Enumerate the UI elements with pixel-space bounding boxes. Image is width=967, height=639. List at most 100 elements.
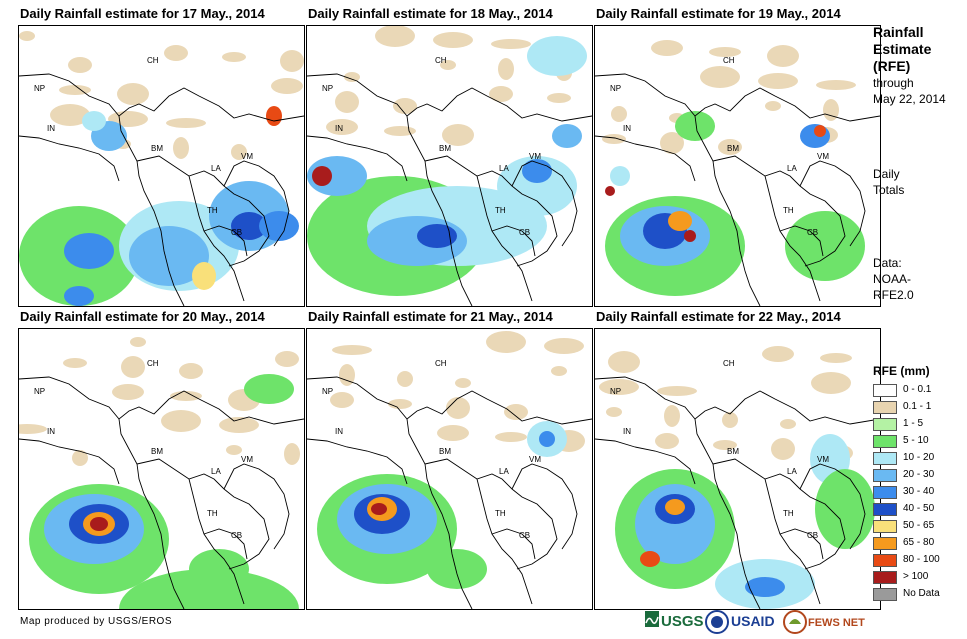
- country-label-np: NP: [34, 84, 46, 93]
- legend-swatch: [873, 503, 897, 516]
- legend-swatch: [873, 554, 897, 567]
- country-label-np: NP: [610, 84, 622, 93]
- panel-title: Daily Rainfall estimate for 20 May., 201…: [20, 309, 265, 324]
- svg-text:USAID: USAID: [731, 613, 775, 629]
- side-header: Rainfall Estimate (RFE) through May 22, …: [873, 24, 946, 107]
- legend-label: 30 - 40: [903, 486, 935, 497]
- legend-swatch: [873, 469, 897, 482]
- legend-label: 0.1 - 1: [903, 401, 932, 412]
- country-label-vm: VM: [529, 152, 541, 161]
- country-label-cb: CB: [807, 228, 819, 237]
- panel-title: Daily Rainfall estimate for 22 May., 201…: [596, 309, 841, 324]
- panel-title: Daily Rainfall estimate for 19 May., 201…: [596, 6, 841, 21]
- map-panel: Daily Rainfall estimate for 21 May., 201…: [306, 309, 593, 613]
- usgs-logo: USGS: [645, 611, 704, 630]
- country-label-np: NP: [322, 387, 334, 396]
- legend-label: 1 - 5: [903, 418, 924, 429]
- data-line1: Data:: [873, 256, 902, 270]
- fews-net-logo: FEWS NET: [783, 610, 865, 634]
- country-label-bm: BM: [151, 144, 163, 153]
- map-panel: Daily Rainfall estimate for 19 May., 201…: [594, 6, 881, 310]
- legend-label: 10 - 20: [903, 452, 935, 463]
- legend-label: > 100: [903, 571, 929, 582]
- country-label-ch: CH: [723, 359, 735, 368]
- country-label-np: NP: [34, 387, 46, 396]
- rainfall-map: CH NP IN BM LA VM TH CB: [594, 25, 881, 307]
- country-label-in: IN: [47, 427, 55, 436]
- legend-label: No Data: [903, 588, 940, 599]
- data-line3: RFE2.0: [873, 288, 914, 302]
- country-label-th: TH: [207, 509, 218, 518]
- country-label-np: NP: [610, 387, 622, 396]
- rfe-title-line1: Rainfall: [873, 24, 924, 40]
- country-label-ch: CH: [435, 359, 447, 368]
- daily-totals: Daily Totals: [873, 166, 904, 198]
- rainfall-map: CH NP IN BM LA VM TH CB: [306, 328, 593, 610]
- country-label-ch: CH: [435, 56, 447, 65]
- panel-title: Daily Rainfall estimate for 21 May., 201…: [308, 309, 553, 324]
- footer-credit: Map produced by USGS/EROS: [20, 616, 173, 627]
- country-label-la: LA: [211, 467, 221, 476]
- country-label-bm: BM: [439, 447, 451, 456]
- legend-label: 40 - 50: [903, 503, 935, 514]
- country-label-in: IN: [335, 427, 343, 436]
- legend-label: 65 - 80: [903, 537, 935, 548]
- legend-swatch: [873, 571, 897, 584]
- rainfall-map: CH NP IN BM LA VM TH CB: [18, 328, 305, 610]
- map-panel: Daily Rainfall estimate for 18 May., 201…: [306, 6, 593, 310]
- rainfall-map: CH NP IN BM LA VM TH CB: [18, 25, 305, 307]
- panel-title: Daily Rainfall estimate for 18 May., 201…: [308, 6, 553, 21]
- country-label-la: LA: [787, 467, 797, 476]
- legend-swatch: [873, 384, 897, 397]
- country-label-la: LA: [211, 164, 221, 173]
- legend-label: 80 - 100: [903, 554, 940, 565]
- country-label-cb: CB: [519, 228, 531, 237]
- rfe-title-line2: Estimate: [873, 41, 932, 57]
- country-label-in: IN: [623, 124, 631, 133]
- map-panel: Daily Rainfall estimate for 17 May., 201…: [18, 6, 305, 310]
- legend-swatch: [873, 537, 897, 550]
- country-label-ch: CH: [723, 56, 735, 65]
- legend-label: 50 - 65: [903, 520, 935, 531]
- legend-swatch: [873, 486, 897, 499]
- country-label-bm: BM: [727, 144, 739, 153]
- country-label-th: TH: [783, 509, 794, 518]
- country-label-ch: CH: [147, 359, 159, 368]
- data-line2: NOAA-: [873, 272, 912, 286]
- country-label-cb: CB: [231, 228, 243, 237]
- through-date: May 22, 2014: [873, 92, 946, 106]
- legend-swatch: [873, 452, 897, 465]
- country-label-bm: BM: [151, 447, 163, 456]
- country-label-la: LA: [787, 164, 797, 173]
- country-label-bm: BM: [439, 144, 451, 153]
- country-label-th: TH: [495, 206, 506, 215]
- country-label-th: TH: [207, 206, 218, 215]
- country-label-la: LA: [499, 164, 509, 173]
- legend-swatch: [873, 588, 897, 601]
- map-panel: Daily Rainfall estimate for 22 May., 201…: [594, 309, 881, 613]
- through-label: through: [873, 76, 914, 90]
- country-label-vm: VM: [241, 455, 253, 464]
- panel-title: Daily Rainfall estimate for 17 May., 201…: [20, 6, 265, 21]
- country-label-vm: VM: [817, 455, 829, 464]
- legend-title: RFE (mm): [873, 364, 930, 378]
- country-label-vm: VM: [529, 455, 541, 464]
- country-label-la: LA: [499, 467, 509, 476]
- country-label-in: IN: [335, 124, 343, 133]
- legend-swatch: [873, 401, 897, 414]
- rfe-title-line3: (RFE): [873, 58, 911, 74]
- svg-text:USGS: USGS: [661, 613, 704, 630]
- legend-label: 0 - 0.1: [903, 384, 932, 395]
- rainfall-map: CH NP IN BM LA VM TH CB: [306, 25, 593, 307]
- svg-text:FEWS NET: FEWS NET: [808, 617, 865, 629]
- legend-swatch: [873, 520, 897, 533]
- country-label-ch: CH: [147, 56, 159, 65]
- country-label-cb: CB: [519, 531, 531, 540]
- legend-swatch: [873, 435, 897, 448]
- legend-swatch: [873, 418, 897, 431]
- daily-line1: Daily: [873, 167, 900, 181]
- country-label-np: NP: [322, 84, 334, 93]
- daily-line2: Totals: [873, 183, 905, 197]
- country-label-th: TH: [783, 206, 794, 215]
- usaid-logo: USAID: [705, 610, 775, 634]
